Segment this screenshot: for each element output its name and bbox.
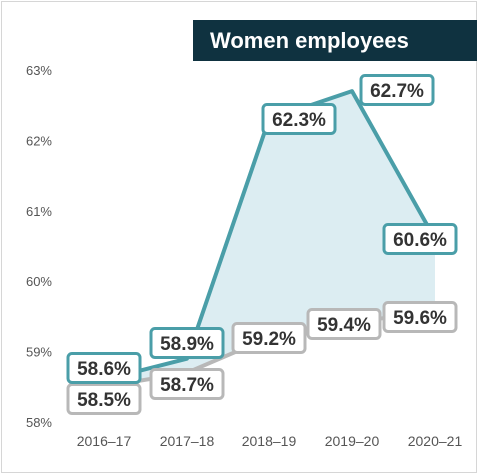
x-tick-label: 2020–21 — [408, 433, 463, 449]
data-label-series-1-box — [359, 74, 435, 106]
data-label-series-2-box — [149, 368, 225, 400]
data-label-series-2-box — [66, 383, 142, 415]
data-label-series-2-box — [382, 301, 458, 333]
y-tick-label: 63% — [26, 63, 52, 78]
data-label-series-2: 59.2% — [242, 329, 296, 350]
y-tick-label: 60% — [26, 274, 52, 289]
data-label-series-2-box — [231, 322, 307, 354]
data-label-series-2: 59.4% — [317, 315, 371, 336]
data-label-series-2: 58.7% — [160, 375, 214, 396]
y-tick-label: 61% — [26, 204, 52, 219]
data-label-series-1-box — [149, 327, 225, 359]
y-tick-label: 59% — [26, 345, 52, 360]
data-label-series-2: 59.6% — [393, 308, 447, 329]
data-label-series-1-box — [66, 352, 142, 384]
data-label-series-2-box — [306, 308, 382, 340]
data-label-series-1: 62.3% — [272, 110, 326, 131]
x-tick-label: 2018–19 — [242, 433, 297, 449]
data-label-series-1-box — [382, 223, 458, 255]
data-label-series-1: 60.6% — [393, 230, 447, 251]
chart-title: Women employees — [210, 27, 409, 53]
y-tick-label: 58% — [26, 415, 52, 430]
x-tick-label: 2017–18 — [160, 433, 215, 449]
data-label-series-1: 58.6% — [77, 359, 131, 380]
data-label-series-1: 58.9% — [160, 334, 214, 355]
data-label-series-1-box — [261, 103, 337, 135]
y-tick-label: 62% — [26, 133, 52, 148]
chart-title-box: Women employees — [193, 20, 477, 61]
data-label-series-1: 62.7% — [370, 81, 424, 102]
x-tick-label: 2019–20 — [325, 433, 380, 449]
data-label-series-2: 58.5% — [77, 390, 131, 411]
x-tick-label: 2016–17 — [77, 433, 132, 449]
